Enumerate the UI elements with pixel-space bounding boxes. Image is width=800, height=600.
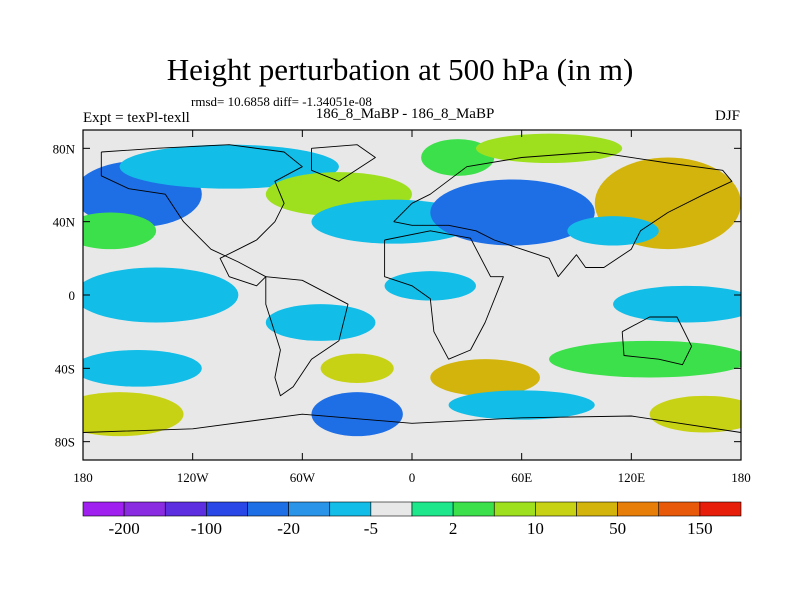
colorbar: -200 -100 -20 -5 2 10 50 150 bbox=[82, 501, 742, 538]
contour-region bbox=[613, 285, 741, 323]
y-tick-label: 40N bbox=[53, 215, 76, 230]
coastline-greenland bbox=[311, 144, 376, 182]
colorbar-box bbox=[411, 501, 454, 517]
colorbar-box bbox=[164, 501, 207, 517]
x-tick-label: 120W bbox=[177, 470, 210, 485]
colorbar-label: -100 bbox=[191, 519, 222, 538]
contour-region bbox=[475, 133, 623, 163]
colorbar-label: 2 bbox=[449, 519, 458, 538]
coastline-south-america bbox=[265, 276, 349, 397]
x-tick-label: 0 bbox=[409, 470, 416, 485]
contour-region bbox=[448, 390, 595, 420]
colorbar-box bbox=[699, 501, 742, 517]
y-tick-label: 0 bbox=[69, 288, 76, 303]
colorbar-label: 150 bbox=[687, 519, 713, 538]
contour-region bbox=[83, 350, 202, 387]
x-tick-label: 60W bbox=[290, 470, 316, 485]
contour-region bbox=[311, 392, 403, 437]
contour-region bbox=[83, 392, 184, 437]
colorbar-label: -200 bbox=[109, 519, 140, 538]
colorbar-box bbox=[576, 501, 618, 517]
contour-region bbox=[83, 267, 239, 323]
case-label: 186_8_MaBP - 186_8_MaBP bbox=[315, 106, 495, 122]
x-tick-label: 60E bbox=[511, 470, 532, 485]
season-label: DJF bbox=[714, 108, 740, 124]
contour-region bbox=[567, 216, 659, 246]
contour-region bbox=[320, 353, 394, 384]
coastline-antarctica bbox=[83, 413, 741, 433]
experiment-label: Expt = texPl-texll bbox=[83, 110, 190, 126]
colorbar-box bbox=[82, 501, 125, 517]
colorbar-label: -20 bbox=[277, 519, 300, 538]
colorbar-box bbox=[452, 501, 495, 517]
coastline-australia bbox=[621, 316, 693, 366]
contour-region bbox=[549, 340, 741, 378]
coastlines bbox=[83, 144, 741, 433]
colorbar-box bbox=[206, 501, 248, 517]
contour-region bbox=[430, 359, 540, 396]
colorbar-box bbox=[123, 501, 166, 517]
contour-region bbox=[119, 144, 339, 189]
colorbar-box bbox=[535, 501, 577, 517]
stats-line: rmsd= 10.6858 diff= -1.34051e-08 bbox=[191, 94, 372, 109]
contour-region bbox=[649, 395, 741, 433]
x-tick-label: 120E bbox=[618, 470, 646, 485]
colorbar-label: 50 bbox=[609, 519, 626, 538]
colorbar-box bbox=[493, 501, 536, 517]
x-axis: 180 120W 60W 0 60E 120E 180 bbox=[73, 130, 751, 485]
y-tick-label: 80S bbox=[55, 435, 75, 450]
y-axis: 80N 40N 0 40S 80S bbox=[53, 141, 741, 450]
colorbar-label: -5 bbox=[364, 519, 378, 538]
colorbar-box bbox=[658, 501, 701, 517]
contour-region bbox=[83, 212, 157, 250]
colorbar-box bbox=[288, 501, 331, 517]
coastline-eurasia bbox=[393, 151, 733, 278]
colorbar-label: 10 bbox=[527, 519, 544, 538]
y-tick-label: 40S bbox=[55, 361, 75, 376]
colorbar-box bbox=[329, 501, 372, 517]
colorbar-box bbox=[617, 501, 660, 517]
contour-region bbox=[265, 304, 376, 341]
colorbar-box bbox=[370, 501, 413, 517]
contour-region bbox=[384, 271, 476, 301]
contour-region bbox=[430, 179, 595, 246]
coastline-africa bbox=[384, 230, 504, 360]
colorbar-box bbox=[247, 501, 289, 517]
x-tick-label: 180 bbox=[73, 470, 93, 485]
coastline-north-america bbox=[100, 144, 303, 287]
x-tick-label: 180 bbox=[731, 470, 751, 485]
y-tick-label: 80N bbox=[53, 141, 76, 156]
chart-title: Height perturbation at 500 hPa (in m) bbox=[166, 52, 634, 87]
contour-field bbox=[83, 130, 741, 460]
